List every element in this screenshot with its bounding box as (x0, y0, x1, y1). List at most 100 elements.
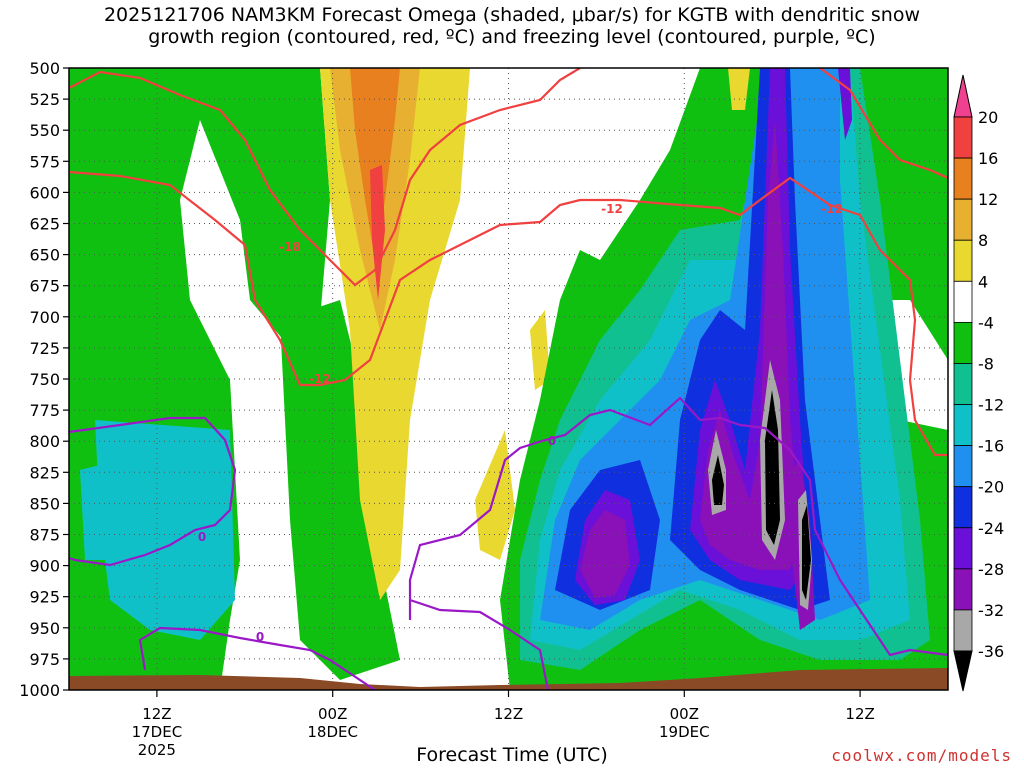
omega-region-33 (838, 68, 852, 140)
y-tick-label-15: 875 (29, 526, 60, 545)
omega-region-2 (280, 300, 400, 680)
y-tick-label-2: 550 (29, 121, 60, 140)
y-tick-label-0: 500 (29, 59, 60, 78)
colorbar-bin-4 (953, 280, 973, 323)
omega-region-8 (370, 165, 385, 300)
colorbar-label-11: -28 (978, 560, 1004, 579)
omega-region-10 (530, 310, 550, 390)
x-tick-label-3: 00Z (670, 705, 699, 723)
ground-fill (69, 668, 948, 690)
y-tick-label-16: 900 (29, 557, 60, 576)
y-tick-label-11: 775 (29, 401, 60, 420)
y-tick-label-14: 850 (29, 494, 60, 513)
freezing-contour-4 (138, 626, 376, 690)
colorbar-label-4: 4 (978, 272, 988, 291)
colorbar-bin-5 (953, 321, 973, 364)
freezing-contour-5 (408, 396, 948, 657)
y-tick-label-19: 975 (29, 650, 60, 669)
colorbar-bin-12 (953, 609, 973, 652)
y-tick-label-4: 600 (29, 183, 60, 202)
colorbar-label-9: -20 (978, 478, 1004, 497)
x-tick-label-0: 12Z (142, 705, 171, 723)
y-tick-label-5: 625 (29, 215, 60, 234)
colorbar-label-10: -24 (978, 519, 1004, 538)
omega-region-7 (350, 68, 400, 260)
contour-label-2-2: 0 (548, 434, 556, 448)
y-tick-label-12: 800 (29, 432, 60, 451)
x-tick-date-0: 17DEC (132, 723, 183, 741)
colorbar-label-8: -16 (978, 437, 1004, 456)
y-tick-label-17: 925 (29, 588, 60, 607)
omega-region-14 (560, 68, 690, 200)
title-line-2: growth region (contoured, red, ºC) and f… (148, 26, 876, 48)
x-tick-label-1: 00Z (318, 705, 347, 723)
colorbar-max-arrow (953, 74, 973, 118)
dendritic-contour-2 (819, 68, 948, 180)
omega-region-31 (765, 390, 780, 545)
y-tick-label-7: 675 (29, 277, 60, 296)
colorbar-label-6: -8 (978, 354, 994, 373)
chart-title: 2025121706 NAM3KM Forecast Omega (shaded… (0, 4, 1024, 48)
contour-label-1-0: -18 (279, 240, 301, 254)
x-tick-label-4: 12Z (845, 705, 874, 723)
x-tick-date-3: 19DEC (659, 723, 710, 741)
y-tick-label-3: 575 (29, 152, 60, 171)
colorbar-bin-8 (953, 445, 973, 488)
colorbar-bin-7 (953, 404, 973, 447)
y-tick-label-10: 750 (29, 370, 60, 389)
contour-label-0-1: -12 (601, 202, 623, 216)
colorbar-bin-1 (953, 157, 973, 200)
credit-text: coolwx.com/models (831, 746, 1012, 765)
freezing-contour-6 (409, 598, 550, 690)
omega-region-16 (515, 230, 550, 320)
dendritic-contour-0 (69, 68, 581, 287)
colorbar-bin-0 (953, 116, 973, 159)
colorbar-label-2: 12 (978, 190, 998, 209)
y-tick-label-9: 725 (29, 339, 60, 358)
x-axis-title: Forecast Time (UTC) (416, 744, 608, 766)
colorbar-bin-3 (953, 239, 973, 282)
y-tick-label-20: 1000 (19, 681, 60, 700)
dendritic-contour-1 (69, 170, 948, 457)
colorbar-min-arrow (953, 650, 973, 692)
x-tick-year-0: 2025 (138, 741, 176, 759)
y-axis: 500 525 550 575 600 625 650 675 700 725 750 775 800 8… (19, 59, 69, 700)
colorbar-bin-11 (953, 568, 973, 611)
colorbar-bin-9 (953, 486, 973, 529)
colorbar-label-0: 20 (978, 108, 998, 127)
omega-region-1 (69, 68, 150, 360)
title-line-1: 2025121706 NAM3KM Forecast Omega (shaded… (103, 4, 921, 26)
contour-label-2-0: 0 (198, 530, 206, 544)
contour-label-0-2: -12 (821, 202, 843, 216)
colorbar: 20 16 12 8 4 -4 -8 -12 -16 -20 -24 -28 -32 -36 (953, 74, 1004, 692)
colorbar-bin-2 (953, 198, 973, 241)
x-tick-label-2: 12Z (494, 705, 523, 723)
contour-lines: -12 -12 -12 -18 0 0 0 (69, 68, 948, 690)
colorbar-label-1: 16 (978, 149, 998, 168)
omega-region-32 (802, 505, 811, 600)
colorbar-label-7: -12 (978, 396, 1004, 415)
freezing-contour-3 (69, 416, 237, 567)
colorbar-bin-6 (953, 363, 973, 405)
y-tick-label-6: 650 (29, 246, 60, 265)
contour-label-0-0: -12 (309, 372, 331, 386)
colorbar-bin-10 (953, 527, 973, 570)
y-tick-label-18: 950 (29, 619, 60, 638)
colorbar-label-3: 8 (978, 231, 988, 250)
omega-region-24 (580, 510, 630, 598)
y-tick-label-1: 525 (29, 90, 60, 109)
omega-region-30 (712, 455, 724, 505)
colorbar-label-13: -36 (978, 642, 1004, 661)
colorbar-label-5: -4 (978, 313, 994, 332)
colorbar-label-12: -32 (978, 601, 1004, 620)
ground-terrain (69, 668, 948, 690)
contour-label-2-1: 0 (256, 630, 264, 644)
gridlines (69, 68, 948, 690)
x-tick-date-1: 18DEC (307, 723, 358, 741)
y-tick-label-13: 825 (29, 463, 60, 482)
omega-region-3 (95, 420, 235, 640)
omega-region-4 (80, 460, 120, 560)
y-tick-label-8: 700 (29, 308, 60, 327)
